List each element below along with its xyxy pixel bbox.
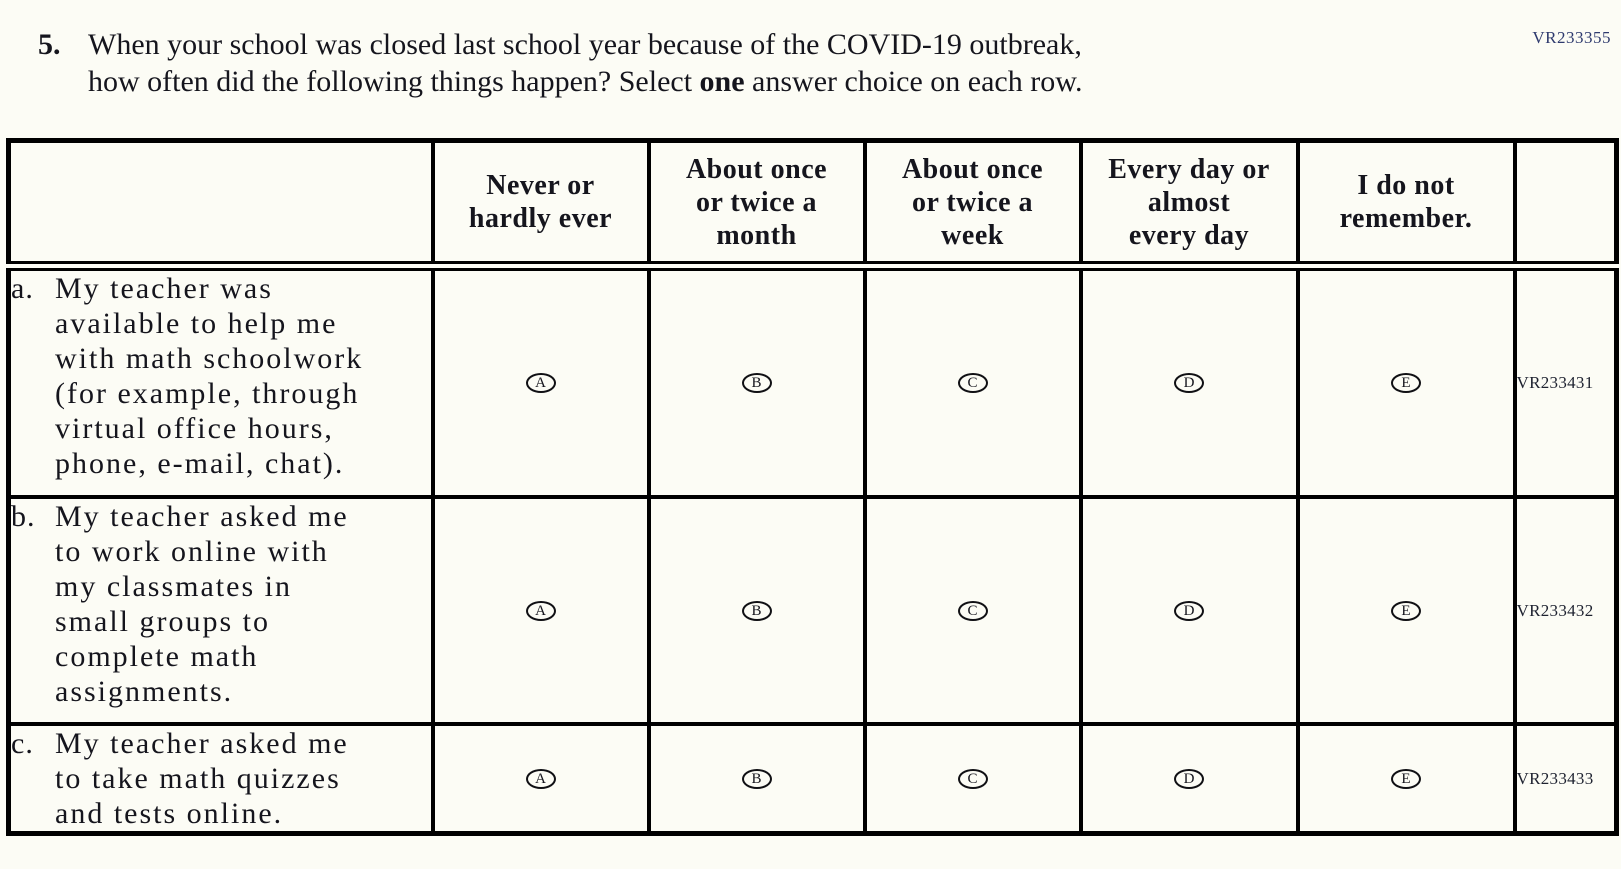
answer-cell: B xyxy=(646,722,867,836)
question-block: 5. When your school was closed last scho… xyxy=(38,26,1621,100)
answer-cell: E xyxy=(1295,722,1517,836)
header-label: About once or twice a week xyxy=(901,153,1044,251)
question-text: When your school was closed last school … xyxy=(88,26,1082,100)
answer-cell: D xyxy=(1078,264,1300,499)
row-statement: My teacher was available to help me with… xyxy=(55,272,364,480)
table-row-b: b. My teacher asked me to work online wi… xyxy=(6,495,1619,726)
table-row-c: c. My teacher asked me to take math quiz… xyxy=(6,722,1619,836)
statement-cell: c. My teacher asked me to take math quiz… xyxy=(6,722,435,836)
row-label: a. xyxy=(11,272,34,305)
option-bubble-e[interactable]: E xyxy=(1391,768,1421,789)
header-row: Never or hardly ever About once or twice… xyxy=(6,138,1619,271)
row-statement: My teacher asked me to take math quizzes… xyxy=(55,727,349,830)
question-bold-word: one xyxy=(699,65,745,98)
option-bubble-b[interactable]: B xyxy=(741,373,772,393)
option-bubble-c[interactable]: C xyxy=(957,373,988,393)
questionnaire-page: VR233355 5. When your school was closed … xyxy=(0,26,1621,869)
answer-cell: C xyxy=(862,722,1083,836)
answer-cell: B xyxy=(646,495,867,726)
response-matrix-table: Never or hardly ever About once or twice… xyxy=(6,138,1619,836)
header-about-once-twice-week: About once or twice a week xyxy=(862,138,1083,271)
option-bubble-c[interactable]: C xyxy=(957,768,988,789)
statement-cell: a. My teacher was available to help me w… xyxy=(6,264,435,499)
option-bubble-a[interactable]: A xyxy=(525,600,556,621)
answer-cell: E xyxy=(1295,495,1517,726)
statement-cell: b. My teacher asked me to work online wi… xyxy=(6,495,435,726)
header-do-not-remember: I do not remember. xyxy=(1295,138,1517,271)
page-code: VR233355 xyxy=(1532,28,1611,47)
header-never-or-hardly-ever: Never or hardly ever xyxy=(430,138,651,271)
answer-cell: A xyxy=(430,722,651,836)
row-statement: My teacher asked me to work online with … xyxy=(55,500,349,708)
question-line2-after: answer choice on each row. xyxy=(744,65,1083,98)
answer-cell: A xyxy=(430,264,651,499)
header-label: About once or twice a month xyxy=(685,153,828,251)
option-bubble-d[interactable]: D xyxy=(1174,768,1204,789)
header-label: Never or hardly ever xyxy=(468,170,613,234)
option-bubble-e[interactable]: E xyxy=(1391,373,1421,393)
question-number: 5. xyxy=(38,28,61,61)
header-about-once-twice-month: About once or twice a month xyxy=(646,138,867,271)
option-bubble-d[interactable]: D xyxy=(1174,600,1204,621)
header-label: I do not remember. xyxy=(1339,170,1473,234)
option-bubble-b[interactable]: B xyxy=(741,768,772,789)
row-code: VR233431 xyxy=(1512,264,1619,499)
row-label: c. xyxy=(11,727,34,760)
option-bubble-d[interactable]: D xyxy=(1174,373,1204,393)
header-empty-code xyxy=(1512,138,1619,271)
option-bubble-e[interactable]: E xyxy=(1391,600,1421,621)
answer-cell: C xyxy=(862,495,1083,726)
answer-cell: E xyxy=(1295,264,1517,499)
option-bubble-b[interactable]: B xyxy=(741,600,772,621)
row-code: VR233432 xyxy=(1512,495,1619,726)
answer-cell: D xyxy=(1078,495,1300,726)
option-bubble-a[interactable]: A xyxy=(525,768,556,789)
answer-cell: A xyxy=(430,495,651,726)
answer-cell: D xyxy=(1078,722,1300,836)
table-row-a: a. My teacher was available to help me w… xyxy=(6,264,1619,499)
question-line1: When your school was closed last school … xyxy=(88,28,1082,61)
header-empty-statement xyxy=(6,138,435,271)
row-code: VR233433 xyxy=(1512,722,1619,836)
option-bubble-a[interactable]: A xyxy=(525,373,556,393)
option-bubble-c[interactable]: C xyxy=(957,600,988,621)
header-every-day: Every day or almost every day xyxy=(1078,138,1300,271)
question-line2-before: how often did the following things happe… xyxy=(88,65,700,98)
answer-cell: C xyxy=(862,264,1083,499)
row-label: b. xyxy=(11,500,36,533)
answer-cell: B xyxy=(646,264,867,499)
header-label: Every day or almost every day xyxy=(1108,153,1270,251)
